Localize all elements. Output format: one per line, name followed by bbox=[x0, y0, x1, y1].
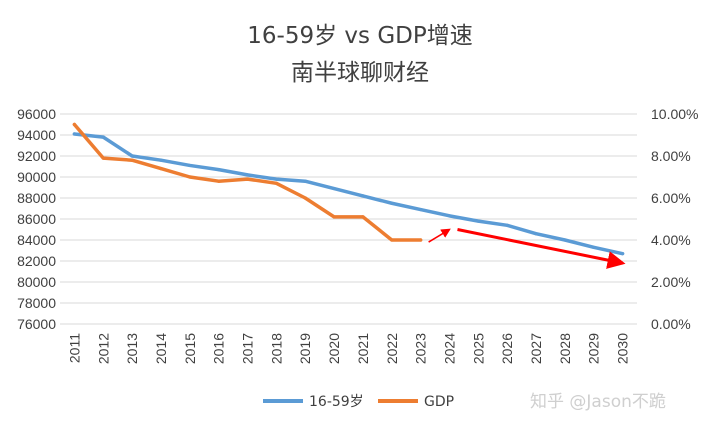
right-tick-label: 0.00% bbox=[651, 316, 691, 332]
data-point bbox=[447, 214, 452, 218]
right-tick-label: 8.00% bbox=[651, 148, 691, 164]
data-point bbox=[130, 158, 134, 162]
data-point bbox=[245, 173, 250, 177]
annotations bbox=[428, 228, 626, 269]
chart-subtitle: 南半球聊财经 bbox=[291, 60, 429, 86]
legend-label: 16-59岁 bbox=[309, 394, 364, 410]
right-tick-label: 10.00% bbox=[651, 106, 698, 122]
data-point bbox=[534, 232, 538, 236]
data-point bbox=[217, 179, 221, 183]
data-point bbox=[476, 219, 480, 223]
x-tick-label: 2012 bbox=[95, 333, 111, 364]
left-tick-label: 96000 bbox=[17, 106, 56, 122]
legend: 16-59岁 GDP bbox=[263, 394, 454, 410]
left-tick-label: 76000 bbox=[17, 316, 56, 332]
series-line-1 bbox=[72, 122, 423, 242]
right-tick-label: 2.00% bbox=[651, 274, 691, 290]
annotation-arrow bbox=[457, 228, 626, 269]
left-tick-label: 90000 bbox=[17, 169, 56, 185]
data-point bbox=[101, 135, 105, 139]
x-tick-label: 2015 bbox=[182, 333, 198, 364]
data-point bbox=[303, 196, 307, 200]
x-tick-label: 2016 bbox=[211, 333, 227, 364]
x-tick-label: 2020 bbox=[326, 333, 342, 364]
left-tick-label: 94000 bbox=[17, 127, 56, 143]
data-point bbox=[332, 215, 336, 219]
x-tick-label: 2029 bbox=[586, 333, 602, 364]
data-point bbox=[101, 156, 105, 160]
data-point bbox=[217, 168, 221, 172]
x-tick-label: 2030 bbox=[615, 333, 631, 364]
left-axis: 76000 78000 80000 82000 84000 86000 88000 90000… bbox=[17, 106, 56, 332]
x-tick-label: 2018 bbox=[268, 333, 284, 364]
left-tick-label: 78000 bbox=[17, 295, 56, 311]
data-point bbox=[188, 175, 192, 179]
x-axis: 2011 2012 2013 2014 2015 2016 2017 2018 2019 2020… bbox=[66, 333, 630, 364]
data-point bbox=[361, 194, 365, 198]
x-tick-label: 2014 bbox=[153, 333, 169, 364]
data-point bbox=[592, 245, 596, 249]
x-tick-label: 2022 bbox=[384, 333, 400, 364]
data-point bbox=[188, 163, 192, 168]
left-tick-label: 82000 bbox=[17, 253, 56, 269]
data-point bbox=[419, 207, 423, 212]
data-point bbox=[361, 215, 365, 219]
data-point bbox=[130, 154, 134, 158]
data-point bbox=[390, 238, 394, 242]
data-point bbox=[419, 238, 423, 242]
data-point bbox=[390, 201, 394, 205]
right-tick-label: 4.00% bbox=[651, 232, 691, 248]
data-point bbox=[245, 177, 250, 181]
x-tick-label: 2027 bbox=[528, 333, 544, 364]
x-tick-label: 2017 bbox=[240, 333, 256, 364]
x-tick-label: 2011 bbox=[66, 333, 82, 363]
data-point bbox=[72, 122, 77, 127]
data-point bbox=[274, 177, 278, 181]
left-tick-label: 92000 bbox=[17, 148, 56, 164]
series-layer bbox=[72, 122, 625, 256]
data-point bbox=[332, 186, 336, 191]
x-tick-label: 2028 bbox=[557, 333, 573, 364]
data-point bbox=[505, 223, 509, 227]
series-line-0 bbox=[72, 132, 625, 256]
data-point bbox=[620, 252, 625, 256]
x-tick-label: 2026 bbox=[499, 333, 515, 364]
right-axis: 0.00% 2.00% 4.00% 6.00% 8.00% 10.00% bbox=[651, 106, 698, 332]
annotation-arrow bbox=[428, 228, 451, 243]
x-tick-label: 2021 bbox=[355, 333, 371, 364]
left-tick-label: 88000 bbox=[17, 190, 56, 206]
left-tick-label: 84000 bbox=[17, 232, 56, 248]
x-tick-label: 2019 bbox=[297, 333, 313, 364]
data-point bbox=[159, 158, 163, 162]
data-point bbox=[563, 238, 567, 242]
gridlines bbox=[60, 113, 637, 325]
data-point bbox=[159, 167, 163, 171]
left-tick-label: 80000 bbox=[17, 274, 56, 290]
data-point bbox=[303, 179, 307, 183]
x-tick-label: 2024 bbox=[441, 333, 457, 364]
data-point bbox=[72, 132, 77, 136]
left-tick-label: 86000 bbox=[17, 211, 56, 227]
data-point bbox=[274, 181, 278, 185]
right-tick-label: 6.00% bbox=[651, 190, 691, 206]
x-tick-label: 2013 bbox=[124, 333, 140, 364]
x-tick-label: 2025 bbox=[470, 333, 486, 364]
legend-label: GDP bbox=[424, 394, 454, 410]
watermark: 知乎 @Jason不跪 bbox=[530, 392, 666, 412]
x-tick-label: 2023 bbox=[413, 333, 429, 364]
chart-title: 16-59岁 vs GDP增速 bbox=[247, 23, 472, 49]
